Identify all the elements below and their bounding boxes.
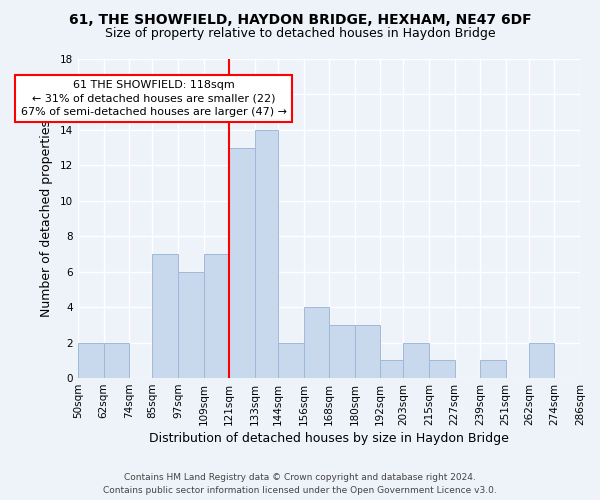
Bar <box>78 342 104 378</box>
Text: Size of property relative to detached houses in Haydon Bridge: Size of property relative to detached ho… <box>104 28 496 40</box>
Bar <box>254 130 278 378</box>
Text: 61, THE SHOWFIELD, HAYDON BRIDGE, HEXHAM, NE47 6DF: 61, THE SHOWFIELD, HAYDON BRIDGE, HEXHAM… <box>68 12 532 26</box>
Bar <box>278 342 304 378</box>
Bar <box>329 325 355 378</box>
X-axis label: Distribution of detached houses by size in Haydon Bridge: Distribution of detached houses by size … <box>149 432 509 445</box>
Bar <box>429 360 455 378</box>
Text: Contains HM Land Registry data © Crown copyright and database right 2024.
Contai: Contains HM Land Registry data © Crown c… <box>103 474 497 495</box>
Bar <box>380 360 403 378</box>
Bar <box>355 325 380 378</box>
Bar <box>152 254 178 378</box>
Text: 61 THE SHOWFIELD: 118sqm
← 31% of detached houses are smaller (22)
67% of semi-d: 61 THE SHOWFIELD: 118sqm ← 31% of detach… <box>20 80 287 116</box>
Bar <box>403 342 429 378</box>
Bar <box>304 307 329 378</box>
Bar <box>529 342 554 378</box>
Y-axis label: Number of detached properties: Number of detached properties <box>40 120 53 317</box>
Bar <box>203 254 229 378</box>
Bar <box>178 272 203 378</box>
Bar <box>229 148 254 378</box>
Bar <box>104 342 129 378</box>
Bar <box>480 360 506 378</box>
